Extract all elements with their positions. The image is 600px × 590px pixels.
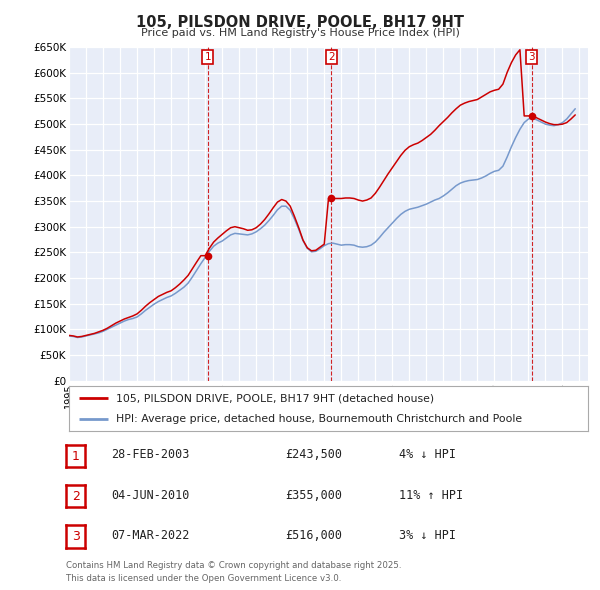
- Text: Price paid vs. HM Land Registry's House Price Index (HPI): Price paid vs. HM Land Registry's House …: [140, 28, 460, 38]
- Text: 1: 1: [71, 450, 80, 463]
- Text: £516,000: £516,000: [285, 529, 342, 542]
- Text: £355,000: £355,000: [285, 489, 342, 502]
- Text: 28-FEB-2003: 28-FEB-2003: [111, 448, 190, 461]
- Text: This data is licensed under the Open Government Licence v3.0.: This data is licensed under the Open Gov…: [66, 574, 341, 583]
- Text: 105, PILSDON DRIVE, POOLE, BH17 9HT (detached house): 105, PILSDON DRIVE, POOLE, BH17 9HT (det…: [116, 394, 434, 404]
- Text: 2: 2: [328, 52, 335, 62]
- Text: 3% ↓ HPI: 3% ↓ HPI: [399, 529, 456, 542]
- Text: 1: 1: [205, 52, 211, 62]
- Text: HPI: Average price, detached house, Bournemouth Christchurch and Poole: HPI: Average price, detached house, Bour…: [116, 414, 522, 424]
- Text: 105, PILSDON DRIVE, POOLE, BH17 9HT: 105, PILSDON DRIVE, POOLE, BH17 9HT: [136, 15, 464, 30]
- Text: 2: 2: [71, 490, 80, 503]
- Text: 04-JUN-2010: 04-JUN-2010: [111, 489, 190, 502]
- Text: 11% ↑ HPI: 11% ↑ HPI: [399, 489, 463, 502]
- Text: 3: 3: [71, 530, 80, 543]
- Text: Contains HM Land Registry data © Crown copyright and database right 2025.: Contains HM Land Registry data © Crown c…: [66, 561, 401, 570]
- Text: 07-MAR-2022: 07-MAR-2022: [111, 529, 190, 542]
- Text: 4% ↓ HPI: 4% ↓ HPI: [399, 448, 456, 461]
- Text: £243,500: £243,500: [285, 448, 342, 461]
- Text: 3: 3: [528, 52, 535, 62]
